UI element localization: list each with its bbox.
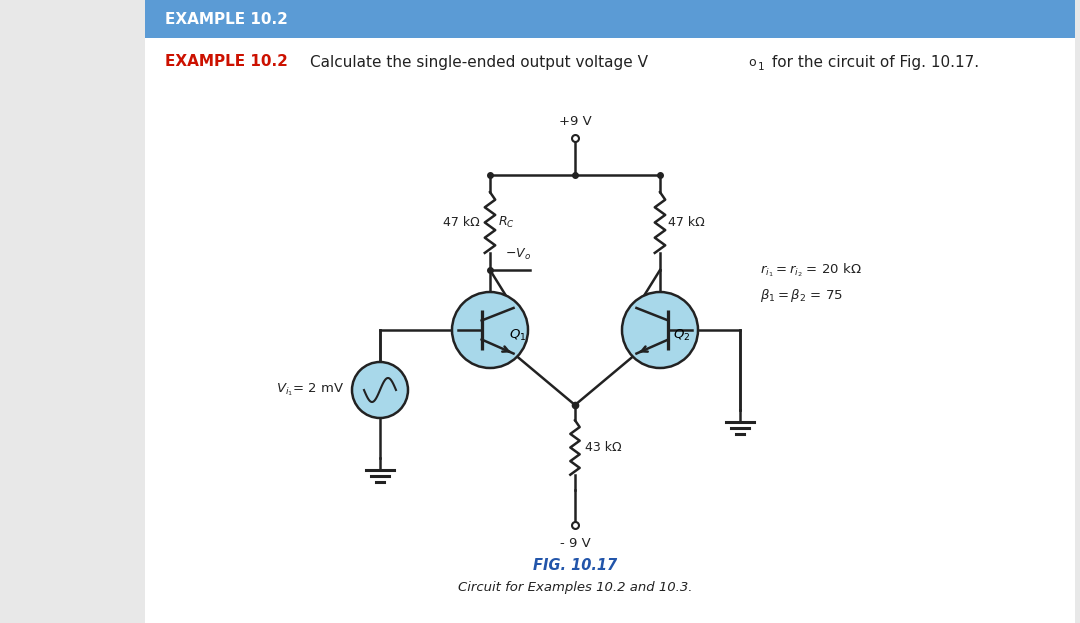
Text: for the circuit of Fig. 10.17.: for the circuit of Fig. 10.17. (767, 54, 980, 70)
Text: o: o (748, 55, 756, 69)
Circle shape (622, 292, 698, 368)
Text: EXAMPLE 10.2: EXAMPLE 10.2 (165, 11, 288, 27)
Text: $Q_2$: $Q_2$ (673, 328, 690, 343)
Text: FIG. 10.17: FIG. 10.17 (532, 558, 617, 573)
Text: 43 kΩ: 43 kΩ (585, 441, 622, 454)
Text: $-V_o$: $-V_o$ (505, 247, 531, 262)
Text: $\beta_1 = \beta_2$ = 75: $\beta_1 = \beta_2$ = 75 (760, 287, 843, 303)
Text: +9 V: +9 V (558, 115, 592, 128)
FancyBboxPatch shape (145, 0, 1075, 38)
Text: 47 kΩ: 47 kΩ (669, 216, 705, 229)
Text: Calculate the single-ended output voltage V: Calculate the single-ended output voltag… (310, 54, 648, 70)
Text: $r_{i_1} = r_{i_2}$ = 20 k$\Omega$: $r_{i_1} = r_{i_2}$ = 20 k$\Omega$ (760, 261, 862, 278)
Circle shape (352, 362, 408, 418)
Circle shape (453, 292, 528, 368)
Text: $V_{i_1}$= 2 mV: $V_{i_1}$= 2 mV (275, 382, 345, 398)
Text: 1: 1 (758, 62, 765, 72)
Text: - 9 V: - 9 V (559, 537, 591, 550)
Text: Circuit for Examples 10.2 and 10.3.: Circuit for Examples 10.2 and 10.3. (458, 581, 692, 594)
Text: 47 kΩ: 47 kΩ (443, 216, 480, 229)
Text: $R_C$: $R_C$ (498, 215, 515, 230)
FancyBboxPatch shape (145, 0, 1075, 623)
Text: EXAMPLE 10.2: EXAMPLE 10.2 (165, 54, 288, 70)
Text: $Q_1$: $Q_1$ (509, 328, 526, 343)
